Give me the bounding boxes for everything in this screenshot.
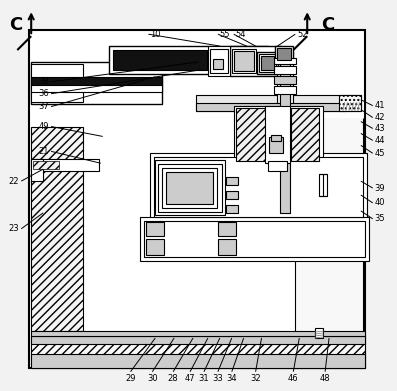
Bar — [218, 239, 236, 255]
Bar — [146, 239, 164, 255]
Bar — [141, 217, 369, 260]
Bar — [274, 66, 296, 74]
Text: 21: 21 — [39, 147, 49, 156]
Bar — [291, 108, 319, 161]
Bar — [236, 108, 266, 161]
Text: 22: 22 — [9, 177, 19, 186]
Bar — [196, 95, 361, 111]
Bar — [31, 159, 43, 181]
Bar — [154, 157, 363, 217]
Text: 48: 48 — [320, 374, 330, 383]
Bar — [295, 118, 363, 331]
Bar — [29, 30, 365, 368]
Text: 47: 47 — [185, 374, 195, 383]
Bar — [274, 76, 296, 84]
Bar — [31, 354, 365, 368]
Text: 55: 55 — [220, 30, 230, 39]
Bar — [276, 46, 293, 62]
Bar — [196, 103, 345, 111]
Bar — [31, 336, 365, 344]
Bar — [146, 222, 164, 236]
Bar — [234, 106, 323, 163]
Text: 40: 40 — [375, 199, 385, 208]
Text: 49: 49 — [39, 122, 49, 131]
Bar — [210, 49, 228, 73]
Bar — [155, 160, 225, 215]
Bar — [270, 137, 283, 153]
Text: 28: 28 — [168, 374, 179, 383]
Bar — [315, 328, 323, 338]
Text: 44: 44 — [375, 136, 385, 145]
Bar — [33, 161, 59, 169]
Bar — [280, 54, 290, 213]
Text: 45: 45 — [375, 149, 385, 158]
Text: 10: 10 — [150, 30, 161, 39]
Bar — [319, 174, 327, 196]
Bar — [31, 336, 365, 368]
Bar — [31, 331, 365, 336]
Bar — [113, 50, 207, 70]
Bar — [226, 191, 238, 199]
Text: 23: 23 — [9, 224, 19, 233]
Bar — [260, 56, 274, 70]
Bar — [208, 46, 230, 76]
Bar — [31, 77, 162, 85]
Text: 34: 34 — [226, 374, 237, 383]
Text: 29: 29 — [125, 374, 136, 383]
Text: 41: 41 — [375, 101, 385, 110]
Bar — [232, 49, 256, 73]
Bar — [109, 46, 268, 74]
Bar — [145, 221, 365, 256]
Bar — [31, 62, 162, 104]
Text: 38: 38 — [39, 77, 49, 86]
Text: 43: 43 — [375, 124, 385, 133]
Bar — [274, 58, 296, 64]
Bar — [31, 85, 162, 92]
Text: 46: 46 — [288, 374, 299, 383]
Bar — [213, 59, 223, 69]
Text: 31: 31 — [198, 374, 209, 383]
Text: 30: 30 — [147, 374, 158, 383]
Bar — [218, 222, 236, 236]
Bar — [274, 86, 296, 94]
Bar — [268, 161, 287, 171]
Bar — [31, 64, 83, 102]
Bar — [278, 48, 291, 60]
Bar — [272, 135, 281, 142]
Bar — [256, 52, 278, 74]
Text: 32: 32 — [250, 374, 261, 383]
Text: C: C — [10, 16, 23, 34]
Text: C: C — [321, 16, 334, 34]
Text: 35: 35 — [375, 214, 385, 223]
Bar — [31, 159, 99, 171]
Text: 39: 39 — [375, 183, 385, 192]
Bar — [158, 164, 222, 212]
Bar — [150, 153, 367, 221]
Text: 42: 42 — [375, 113, 385, 122]
Bar — [230, 46, 281, 76]
Text: 37: 37 — [39, 102, 49, 111]
Bar — [166, 172, 213, 204]
Bar — [234, 51, 254, 71]
Text: 52: 52 — [297, 30, 308, 39]
Bar — [226, 177, 238, 185]
Bar — [264, 106, 290, 163]
Bar — [278, 52, 293, 215]
Bar — [258, 54, 276, 72]
Bar — [226, 205, 238, 213]
Bar — [31, 127, 83, 331]
Text: 36: 36 — [39, 89, 49, 98]
Bar — [339, 95, 361, 111]
Text: 33: 33 — [212, 374, 223, 383]
Text: 54: 54 — [236, 30, 246, 39]
Bar — [162, 168, 217, 208]
